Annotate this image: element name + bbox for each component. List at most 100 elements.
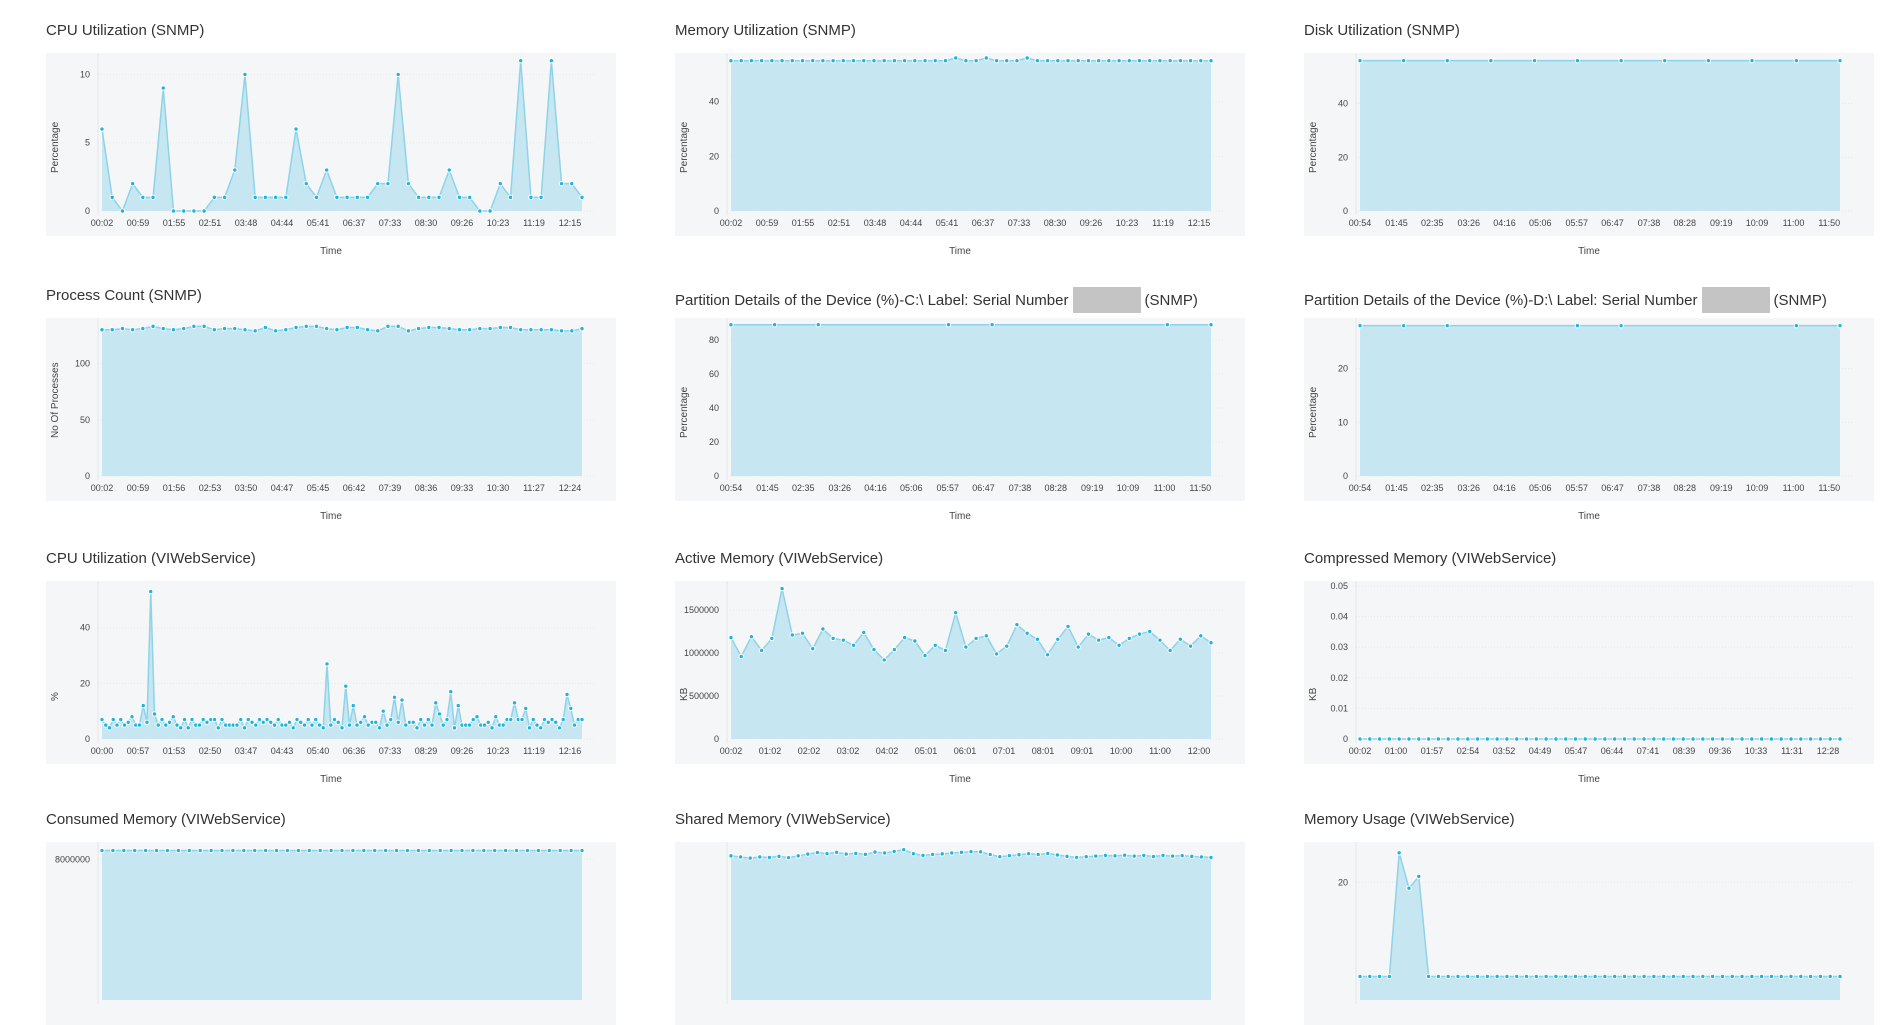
data-point [436,711,443,717]
data-point [204,719,210,726]
data-point [1484,973,1491,980]
x-tick-label: 02:50 [199,746,222,756]
x-tick-label: 00:54 [1349,218,1372,228]
data-point [1739,973,1745,980]
data-point [1083,854,1089,860]
data-point [275,716,281,723]
data-point [541,716,548,723]
data-point [181,716,188,723]
data-point [466,722,473,728]
data-point [446,167,452,173]
chart-title-text: Process Count (SNMP) [46,287,202,304]
data-point [840,58,847,64]
x-tick-label: 02:53 [199,483,222,493]
y-tick-label: 20 [80,678,90,688]
data-point [328,722,334,728]
data-point [1651,973,1657,980]
data-point [1160,852,1166,859]
data-point [1177,58,1184,64]
x-tick-label: 11:00 [1154,483,1176,493]
data-point [232,325,238,332]
data-point [945,322,952,328]
x-tick-label: 07:33 [379,218,402,228]
data-point [388,716,394,723]
data-point [305,716,311,723]
data-point [354,324,361,331]
data-point [1572,973,1579,980]
data-point [140,194,146,201]
data-point [560,716,566,723]
chart-plot-area: 0 20 40 00:00 00:57 01:53 02:50 03:47 04:43 05:40… [46,581,616,764]
data-point [1523,736,1530,742]
data-point [1126,635,1132,642]
data-point [1208,58,1214,64]
x-tick-label: 07:39 [379,483,402,493]
data-point [507,324,514,331]
redacted-serial-number [1072,287,1141,313]
data-point [1141,852,1147,859]
x-tick-label: 07:33 [379,746,402,756]
data-point [181,325,187,332]
data-point [1729,736,1735,742]
data-point [881,657,887,663]
data-point [456,194,463,201]
data-point [1670,973,1677,980]
data-point [1189,853,1195,860]
data-point [843,851,849,857]
data-point [283,327,289,333]
data-point [833,849,840,856]
data-point [1533,973,1540,980]
x-tick-label: 04:49 [1529,746,1552,756]
x-tick-label: 02:02 [798,746,821,756]
data-point [1444,322,1450,329]
chart-plot-area: 8000000 [46,842,616,1025]
data-point [728,322,734,328]
data-point [1611,736,1618,742]
x-tick-label: 11:00 [1149,746,1171,756]
data-point [140,325,146,332]
x-tick-label: 01:55 [792,218,815,228]
data-point [309,722,315,728]
series-area [731,588,1211,739]
data-point [290,725,296,731]
data-point [1376,973,1383,980]
x-tick-label: 01:57 [1421,746,1444,756]
chart-title-text: CPU Utilization (SNMP) [46,22,205,39]
data-point [1700,973,1706,980]
x-tick-label: 11:19 [1152,218,1174,228]
series-area [1360,325,1840,476]
x-tick-label: 01:45 [1385,218,1408,228]
data-point [1788,973,1794,980]
chart-title-suffix: (SNMP) [1144,291,1198,309]
data-point [1445,973,1451,980]
data-point [987,851,993,858]
data-point [1131,853,1137,859]
data-point [1662,57,1668,64]
data-point [323,167,330,173]
series-area [731,324,1211,476]
data-point [185,725,191,731]
data-point [1085,631,1092,637]
x-tick-label: 00:00 [91,746,114,756]
data-point [150,194,156,201]
data-point [252,847,258,854]
x-tick-label: 11:00 [1783,483,1805,493]
data-point [1164,322,1171,328]
data-point [426,324,432,331]
data-point [344,194,350,201]
data-point [939,851,945,857]
x-tick-label: 05:57 [936,483,959,493]
data-point [284,847,291,854]
chart-svg: 0 20 40 00:00 00:57 01:53 02:50 03:47 04:43 05:40… [80,581,596,756]
x-tick-label: 11:27 [523,483,545,493]
data-point [283,194,289,201]
data-point [1719,973,1726,980]
data-point [1416,873,1422,880]
data-point [382,847,389,854]
x-tick-label: 05:41 [307,218,330,228]
chart-svg: 0 10 20 00:54 01:45 02:35 03:26 04:16 05:06 05:57… [1338,318,1854,493]
data-point [558,180,565,187]
data-point [418,716,424,723]
data-point [361,714,368,720]
data-point [343,683,349,689]
